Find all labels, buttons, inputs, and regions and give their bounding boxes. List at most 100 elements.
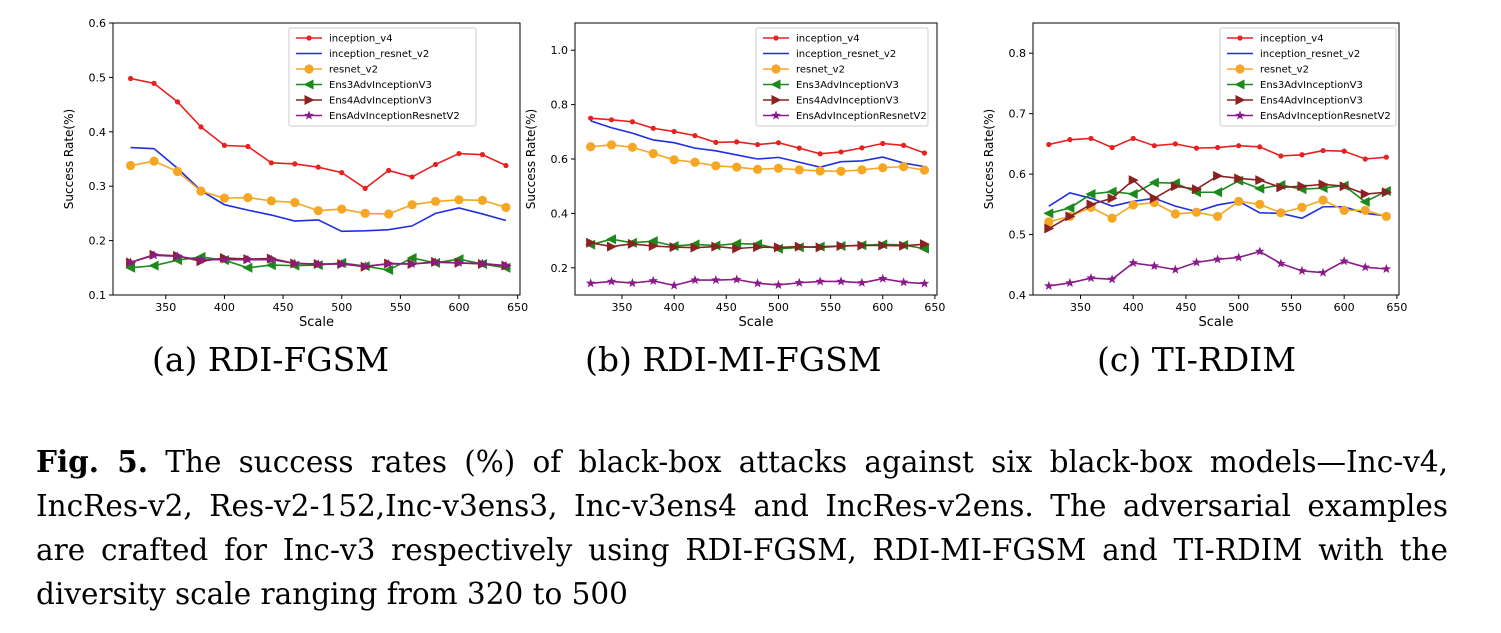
- legend-label: resnet_v2: [329, 65, 378, 76]
- subcaption-b: (b) RDI-MI-FGSM: [585, 340, 882, 379]
- data-point: [1086, 273, 1096, 283]
- legend-marker: [1235, 95, 1246, 105]
- data-point: [648, 148, 658, 159]
- y-axis-label: Success Rate(%): [62, 109, 76, 209]
- data-point: [290, 258, 300, 268]
- data-point: [836, 276, 846, 286]
- data-point: [1381, 211, 1391, 222]
- x-tick-label: 650: [507, 301, 528, 314]
- data-point: [627, 238, 638, 249]
- data-point: [1297, 202, 1307, 212]
- y-tick-label: 0.3: [89, 180, 107, 193]
- data-point: [1170, 264, 1181, 274]
- data-point: [732, 162, 742, 172]
- legend-marker: [1235, 64, 1245, 74]
- data-point: [898, 277, 909, 287]
- chart-panel-0: 350 400 450 500 550 600 650 0.1 0.2 0.3 0.4 0.5 0.6 S…: [62, 17, 528, 330]
- data-point: [430, 257, 441, 267]
- data-point: [1318, 195, 1328, 205]
- data-point: [221, 142, 228, 148]
- legend-marker: [303, 79, 314, 90]
- data-point: [406, 253, 417, 264]
- data-point: [477, 258, 488, 268]
- data-point: [1360, 262, 1370, 272]
- data-point: [1151, 143, 1157, 149]
- data-point: [219, 193, 230, 203]
- data-point: [773, 242, 784, 253]
- chart-rdi-fgsm: 350 400 450 500 550 600 650 0.1 0.2 0.3 0.4 0.5 0.6 S…: [62, 17, 1407, 330]
- legend-label: Ens3AdvInceptionV3: [329, 80, 432, 91]
- data-point: [878, 240, 889, 251]
- legend-label: inception_v4: [1260, 34, 1324, 45]
- data-point: [647, 236, 658, 247]
- data-point: [627, 142, 637, 152]
- data-point: [503, 162, 509, 169]
- data-point: [1234, 173, 1245, 184]
- data-point: [690, 157, 700, 167]
- y-tick-label: 0.4: [551, 207, 569, 220]
- data-point: [1383, 154, 1389, 160]
- y-tick-label: 0.4: [1009, 289, 1027, 302]
- data-point: [1360, 205, 1370, 215]
- data-point: [836, 241, 847, 252]
- data-point: [1065, 211, 1076, 222]
- y-tick-label: 0.6: [1009, 168, 1027, 181]
- data-point: [794, 241, 805, 252]
- legend-label: inception_v4: [796, 34, 860, 45]
- data-point: [648, 241, 659, 252]
- data-point: [1172, 141, 1178, 147]
- data-point: [711, 275, 721, 285]
- data-point: [1255, 199, 1265, 209]
- data-point: [796, 145, 802, 151]
- data-point: [454, 195, 464, 205]
- data-point: [432, 161, 439, 168]
- legend-box: [755, 27, 929, 127]
- data-point: [1318, 179, 1329, 190]
- x-axis-label: Scale: [299, 315, 334, 330]
- data-point: [1109, 144, 1115, 151]
- data-point: [456, 150, 462, 157]
- data-point: [606, 276, 617, 286]
- data-point: [773, 279, 784, 289]
- legend-label: resnet_v2: [1260, 65, 1309, 76]
- legend-marker: [1237, 35, 1243, 41]
- legend-marker: [771, 64, 781, 74]
- legend-marker: [773, 35, 779, 41]
- data-point: [713, 139, 719, 146]
- data-point: [407, 200, 417, 210]
- x-tick-label: 550: [390, 301, 411, 314]
- data-point: [1193, 145, 1200, 151]
- data-point: [1360, 189, 1371, 200]
- series-line-inception_resnet_v2: [1048, 191, 1387, 220]
- data-point: [817, 151, 823, 157]
- data-point: [219, 254, 230, 264]
- data-point: [1130, 135, 1136, 142]
- x-tick-label: 400: [664, 301, 685, 314]
- data-point: [731, 274, 742, 284]
- data-point: [1254, 183, 1265, 194]
- data-point: [586, 142, 596, 152]
- data-point: [1320, 147, 1326, 154]
- x-tick-label: 350: [611, 301, 632, 314]
- data-point: [1044, 217, 1054, 227]
- data-point: [648, 275, 658, 285]
- data-point: [1212, 211, 1223, 222]
- y-tick-label: 0.8: [551, 99, 569, 112]
- data-point: [148, 260, 159, 271]
- data-point: [243, 193, 253, 203]
- chart-panel-2: 350 400 450 500 550 600 650 0.4 0.5 0.6 0.7 0.8 Scal…: [982, 22, 1407, 330]
- data-point: [794, 165, 804, 175]
- data-point: [1255, 246, 1265, 256]
- data-point: [245, 143, 251, 150]
- data-point: [607, 241, 618, 252]
- data-point: [815, 166, 825, 176]
- legend-marker: [306, 35, 312, 41]
- x-tick-label: 650: [924, 301, 945, 314]
- data-point: [1148, 177, 1159, 188]
- data-point: [1359, 196, 1370, 207]
- data-point: [1276, 208, 1286, 218]
- x-tick-label: 500: [768, 301, 789, 314]
- data-point: [690, 242, 701, 253]
- data-point: [198, 124, 204, 130]
- caption-text: The success rates (%) of black-box attac…: [36, 445, 1448, 611]
